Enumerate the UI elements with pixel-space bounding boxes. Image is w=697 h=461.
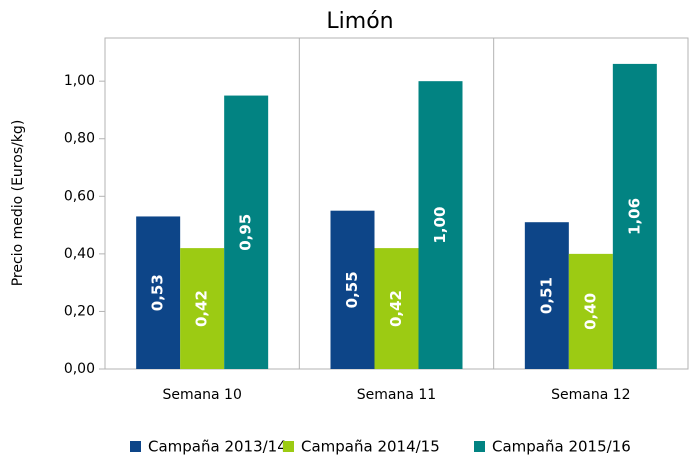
value-label: 1,00 bbox=[431, 207, 449, 244]
y-tick-label: 0,80 bbox=[64, 131, 95, 147]
value-label: 0,42 bbox=[387, 290, 405, 327]
y-tick-label: 0,60 bbox=[64, 188, 95, 204]
bar bbox=[136, 216, 181, 369]
y-tick-label: 0,40 bbox=[64, 246, 95, 262]
value-label: 0,95 bbox=[237, 214, 255, 251]
bar bbox=[224, 95, 269, 369]
x-tick-label: Semana 12 bbox=[551, 387, 630, 403]
y-tick-label: 1,00 bbox=[64, 73, 95, 89]
value-label: 0,53 bbox=[149, 274, 167, 311]
y-tick-label: 0,00 bbox=[64, 361, 95, 377]
y-axis-label: Precio medio (Euros/kg) bbox=[10, 120, 26, 287]
legend-swatch bbox=[283, 441, 294, 452]
x-tick-label: Semana 10 bbox=[162, 387, 241, 403]
legend-swatch bbox=[474, 441, 485, 452]
value-label: 0,42 bbox=[193, 290, 211, 327]
legend-label: Campaña 2013/14 bbox=[148, 438, 287, 456]
chart-title: Limón bbox=[326, 9, 393, 34]
legend-label: Campaña 2014/15 bbox=[301, 438, 440, 456]
bar bbox=[374, 248, 419, 369]
value-label: 0,55 bbox=[343, 271, 361, 308]
bar bbox=[180, 248, 225, 369]
value-label: 0,40 bbox=[581, 293, 599, 330]
bar bbox=[568, 253, 613, 369]
y-tick-label: 0,20 bbox=[64, 303, 95, 319]
value-label: 1,06 bbox=[625, 198, 643, 235]
legend-swatch bbox=[130, 441, 141, 452]
legend-label: Campaña 2015/16 bbox=[492, 438, 631, 456]
bar bbox=[330, 210, 375, 369]
x-tick-label: Semana 11 bbox=[357, 387, 436, 403]
bar bbox=[612, 63, 657, 369]
bar bbox=[524, 222, 569, 369]
value-label: 0,51 bbox=[537, 277, 555, 314]
bar bbox=[418, 81, 463, 369]
